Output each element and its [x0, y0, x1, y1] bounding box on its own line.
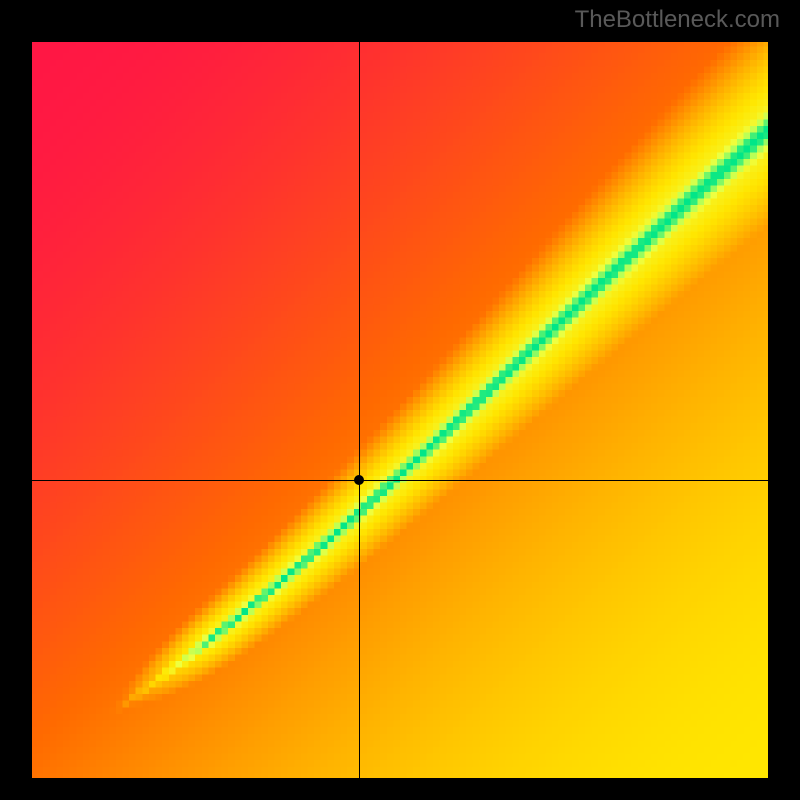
watermark-text: TheBottleneck.com: [575, 6, 780, 34]
chart-container: TheBottleneck.com: [0, 0, 800, 800]
heatmap-plot: [30, 40, 770, 780]
heatmap-canvas: [30, 40, 770, 780]
